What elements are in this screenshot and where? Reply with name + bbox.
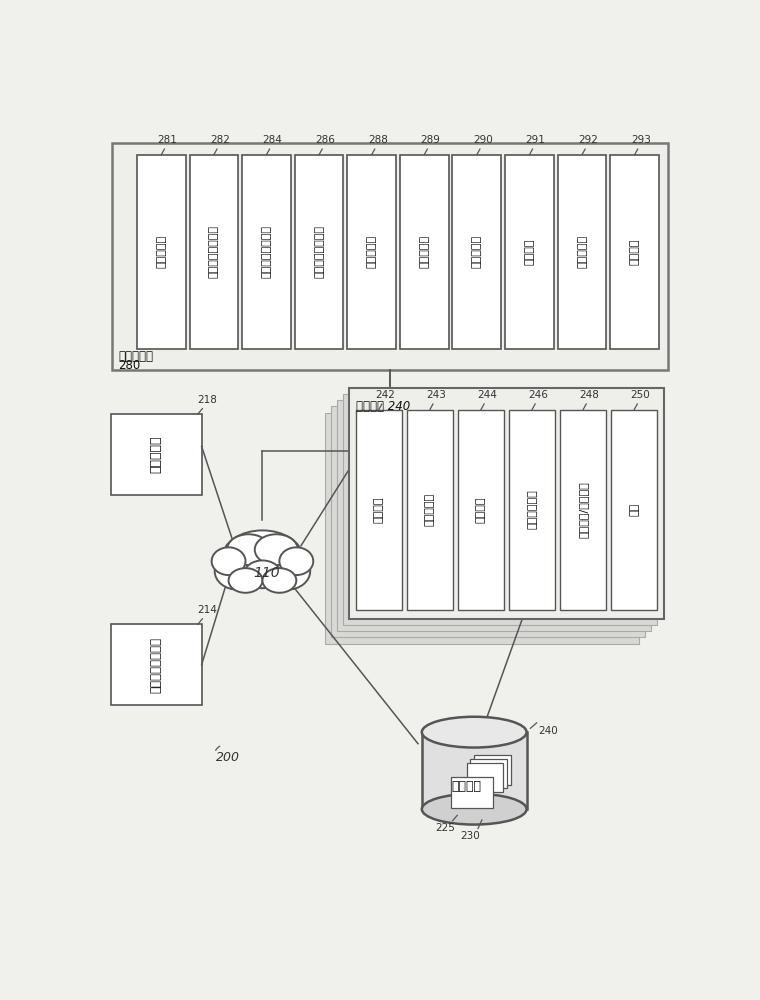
Text: 289: 289 (420, 135, 440, 145)
Text: 250: 250 (631, 390, 651, 400)
Text: 243: 243 (426, 390, 446, 400)
Text: 发起者设备: 发起者设备 (150, 436, 163, 473)
Text: 发起者通知: 发起者通知 (577, 235, 587, 268)
Text: 218: 218 (197, 395, 217, 405)
Ellipse shape (215, 553, 261, 590)
Bar (422, 732, 527, 809)
Ellipse shape (244, 560, 281, 588)
Ellipse shape (229, 568, 262, 593)
Bar (137, 155, 185, 349)
Polygon shape (470, 759, 508, 788)
Bar (347, 155, 396, 349)
Bar (189, 155, 239, 349)
Text: 214: 214 (197, 605, 217, 615)
Text: 284: 284 (263, 135, 283, 145)
Text: 246: 246 (528, 390, 548, 400)
Bar (505, 155, 554, 349)
Ellipse shape (262, 568, 296, 593)
Text: 293: 293 (631, 135, 651, 145)
Ellipse shape (422, 717, 527, 748)
Text: 当前场所通信状态: 当前场所通信状态 (209, 225, 219, 278)
Bar (509, 410, 556, 610)
Bar (337, 400, 651, 631)
Bar (458, 410, 504, 610)
Text: 286: 286 (315, 135, 335, 145)
Text: 288: 288 (368, 135, 388, 145)
Bar (407, 410, 453, 610)
Text: 280: 280 (119, 359, 141, 372)
Bar (344, 394, 657, 625)
Text: 当前可用性: 当前可用性 (420, 235, 429, 268)
Text: 通信设置: 通信设置 (629, 238, 640, 265)
Polygon shape (451, 777, 493, 808)
Ellipse shape (211, 547, 245, 575)
Text: 存储装置: 存储装置 (451, 780, 482, 793)
Text: 用户通知: 用户通知 (524, 238, 534, 265)
Bar (560, 410, 606, 610)
Text: 场所数据: 场所数据 (374, 496, 384, 523)
Text: 291: 291 (526, 135, 546, 145)
Text: 预测可用性: 预测可用性 (472, 235, 482, 268)
Ellipse shape (223, 530, 302, 584)
Bar (111, 624, 201, 705)
Text: 场所标识符: 场所标识符 (157, 235, 166, 268)
Text: 225: 225 (435, 823, 455, 833)
Ellipse shape (255, 534, 298, 565)
Text: 230: 230 (461, 831, 480, 841)
Bar (610, 155, 659, 349)
Text: 用户偏好: 用户偏好 (476, 496, 486, 523)
Text: 110: 110 (253, 566, 280, 580)
Text: 用户简档 240: 用户简档 240 (356, 400, 410, 413)
Text: 用户语义知识: 用户语义知识 (527, 490, 537, 529)
Ellipse shape (264, 553, 310, 590)
Text: 281: 281 (157, 135, 177, 145)
Bar (611, 410, 657, 610)
Text: 历史用户通信趋势: 历史用户通信趋势 (314, 225, 324, 278)
Bar (350, 388, 663, 619)
Bar (331, 406, 645, 637)
Text: 用户数据收集部件: 用户数据收集部件 (150, 637, 163, 693)
Polygon shape (474, 755, 511, 785)
Bar (325, 413, 639, 644)
Bar (111, 414, 201, 495)
Text: 信息源关联: 信息源关联 (425, 493, 435, 526)
Text: 290: 290 (473, 135, 493, 145)
Text: 282: 282 (210, 135, 230, 145)
Bar (452, 155, 502, 349)
Bar (242, 155, 291, 349)
Bar (558, 155, 606, 349)
Bar (112, 143, 668, 370)
Text: 240: 240 (538, 726, 558, 736)
Text: 历史场所通信趋势: 历史场所通信趋势 (261, 225, 271, 278)
Bar (295, 155, 344, 349)
Ellipse shape (422, 794, 527, 825)
Bar (400, 155, 448, 349)
Text: 可用性引擎: 可用性引擎 (119, 350, 154, 363)
Polygon shape (467, 763, 503, 792)
Bar (356, 410, 402, 610)
Text: 用户账户/活动数据: 用户账户/活动数据 (578, 481, 588, 538)
Text: 244: 244 (477, 390, 497, 400)
Ellipse shape (280, 547, 313, 575)
Text: 242: 242 (375, 390, 395, 400)
Text: 通知: 通知 (629, 503, 639, 516)
Text: 248: 248 (579, 390, 599, 400)
Text: 292: 292 (578, 135, 598, 145)
Text: 200: 200 (217, 751, 240, 764)
Text: 活动分析器: 活动分析器 (366, 235, 377, 268)
Ellipse shape (227, 534, 270, 565)
